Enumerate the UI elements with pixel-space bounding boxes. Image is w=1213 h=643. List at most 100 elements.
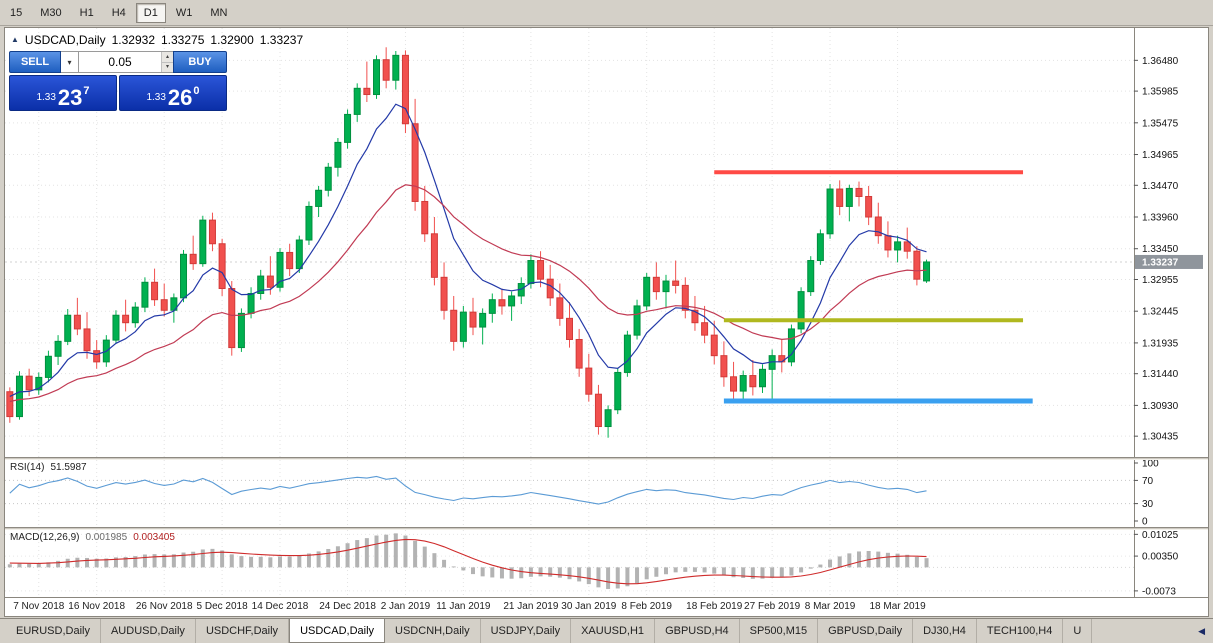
chart-header: ▲ USDCAD,Daily 1.32932 1.33275 1.32900 1… <box>11 33 303 47</box>
grid-layer <box>5 28 1134 457</box>
date-axis-label: 16 Nov 2018 <box>68 601 126 612</box>
svg-text:30: 30 <box>1142 499 1154 510</box>
macd-chart-canvas[interactable]: 0.01025 0.00350 -0.0073 <box>5 530 1208 597</box>
date-axis-label: 2 Jan 2019 <box>380 601 431 612</box>
symbol-tab-TECH100,H4[interactable]: TECH100,H4 <box>977 619 1064 643</box>
candles-layer <box>6 47 931 438</box>
ohlc-low: 1.32900 <box>210 33 254 47</box>
ohlc-high: 1.33275 <box>161 33 205 47</box>
volume-up-icon[interactable]: ▴ <box>162 52 173 63</box>
rsi-axis-layer[interactable]: 100 70 30 0 <box>1134 460 1159 527</box>
macd-pane[interactable]: MACD(12,26,9) 0.001985 0.003405 0.01025 0… <box>5 530 1208 597</box>
macd-label: MACD(12,26,9) 0.001985 0.003405 <box>10 532 175 543</box>
date-axis-label: 30 Jan 2019 <box>561 601 617 612</box>
volume-spinner: ▴ ▾ <box>161 52 173 72</box>
date-axis-label: 18 Mar 2019 <box>869 601 926 612</box>
moving-averages-layer <box>9 103 927 403</box>
date-axis-label: 27 Feb 2019 <box>744 601 801 612</box>
date-axis-label: 14 Dec 2018 <box>251 601 309 612</box>
symbol-tab-USDCHF,Daily[interactable]: USDCHF,Daily <box>196 619 290 643</box>
order-type-dropdown[interactable]: ▾ <box>61 51 79 73</box>
svg-text:-0.0073: -0.0073 <box>1142 586 1176 597</box>
svg-text:1.31935: 1.31935 <box>1142 338 1179 349</box>
macd-signal-value: 0.003405 <box>133 532 175 543</box>
svg-text:1.30435: 1.30435 <box>1142 432 1179 443</box>
rsi-value: 51.5987 <box>50 462 87 473</box>
timeframe-button-M30[interactable]: M30 <box>40 6 62 19</box>
symbol-tab-U[interactable]: U <box>1063 619 1093 643</box>
svg-text:1.35985: 1.35985 <box>1142 87 1179 98</box>
buy-button[interactable]: BUY <box>173 51 227 73</box>
svg-text:1.33237: 1.33237 <box>1142 257 1179 268</box>
rsi-grid-layer <box>5 460 1134 527</box>
timeframe-toolbar: 15 M30 H1 H4 D1 W1 MN <box>0 0 1213 26</box>
timeframe-button-15[interactable]: 15 <box>10 6 23 19</box>
date-axis-label: 8 Mar 2019 <box>804 601 856 612</box>
svg-text:1.34470: 1.34470 <box>1142 181 1179 192</box>
one-click-toggle-icon[interactable]: ▲ <box>11 35 19 44</box>
symbol-tabbar: EURUSD,Daily AUDUSD,Daily USDCHF,Daily USDC… <box>0 618 1213 643</box>
symbol-tab-AUDUSD,Daily[interactable]: AUDUSD,Daily <box>101 619 196 643</box>
svg-text:0.01025: 0.01025 <box>1142 530 1179 541</box>
chart-window[interactable]: ▲ USDCAD,Daily 1.32932 1.33275 1.32900 1… <box>4 27 1209 617</box>
svg-text:1.32955: 1.32955 <box>1142 275 1179 286</box>
price-chart-canvas[interactable]: 1.36480 1.35985 1.35475 1.34965 1.34470 1.339… <box>5 28 1208 457</box>
timeframe-button-H1[interactable]: H1 <box>79 6 94 19</box>
volume-box: ▴ ▾ <box>79 51 173 73</box>
macd-signal-layer <box>9 538 927 585</box>
chart-symbol-label: USDCAD,Daily <box>24 33 106 47</box>
svg-text:0.00350: 0.00350 <box>1142 552 1179 563</box>
symbol-tab-XAUUSD,H1[interactable]: XAUUSD,H1 <box>571 619 656 643</box>
sell-price-point: 7 <box>83 85 90 97</box>
date-axis-label: 21 Jan 2019 <box>503 601 559 612</box>
macd-main-value: 0.001985 <box>85 532 128 543</box>
timeframe-button-MN[interactable]: MN <box>210 6 228 19</box>
trend-lines-layer[interactable] <box>714 170 1033 404</box>
symbol-tab-USDCNH,Daily[interactable]: USDCNH,Daily <box>385 619 481 643</box>
svg-text:1.32445: 1.32445 <box>1142 307 1179 318</box>
pane-splitter[interactable] <box>5 527 1208 530</box>
rsi-chart-canvas[interactable]: 100 70 30 0 <box>5 460 1208 527</box>
main-price-pane[interactable]: ▲ USDCAD,Daily 1.32932 1.33275 1.32900 1… <box>5 28 1208 457</box>
one-click-trade-panel: SELL ▾ ▴ ▾ BUY 1.33 23 7 1.3 <box>9 51 227 111</box>
rsi-label: RSI(14) 51.5987 <box>10 462 87 473</box>
tabs-scroll-left-icon[interactable]: ◀ <box>1198 625 1205 636</box>
timeframe-button-D1[interactable]: D1 <box>135 2 166 23</box>
fast-ma <box>9 103 927 397</box>
symbol-tab-GBPUSD,H4[interactable]: GBPUSD,H4 <box>655 619 740 643</box>
timeframe-button-W1[interactable]: W1 <box>175 6 193 19</box>
symbol-tab-DJ30,H4[interactable]: DJ30,H4 <box>913 619 977 643</box>
ohlc-close: 1.33237 <box>259 33 304 47</box>
volume-input[interactable] <box>79 52 161 72</box>
volume-down-icon[interactable]: ▾ <box>162 62 173 72</box>
ohlc-open: 1.32932 <box>111 33 155 47</box>
pane-splitter[interactable] <box>5 457 1208 460</box>
date-axis-label: 5 Dec 2018 <box>196 601 248 612</box>
symbol-tab-USDJPY,Daily[interactable]: USDJPY,Daily <box>481 619 572 643</box>
symbol-tab-EURUSD,Daily[interactable]: EURUSD,Daily <box>6 619 101 643</box>
date-axis-label: 24 Dec 2018 <box>319 601 376 612</box>
slow-ma <box>9 184 927 403</box>
symbol-tab-GBPUSD,Daily[interactable]: GBPUSD,Daily <box>818 619 914 643</box>
buy-price-point: 0 <box>193 85 200 97</box>
sell-button[interactable]: SELL <box>9 51 61 73</box>
svg-text:1.34965: 1.34965 <box>1142 150 1179 161</box>
svg-text:70: 70 <box>1142 476 1154 487</box>
date-axis[interactable]: 7 Nov 2018 16 Nov 2018 26 Nov 2018 5 Dec 20… <box>5 597 1208 616</box>
svg-text:100: 100 <box>1142 460 1159 470</box>
buy-price-display[interactable]: 1.33 26 0 <box>119 75 227 111</box>
sell-price-pips: 23 <box>57 85 83 110</box>
symbol-tab-USDCAD,Daily[interactable]: USDCAD,Daily <box>289 619 386 643</box>
svg-text:1.33450: 1.33450 <box>1142 244 1179 255</box>
date-axis-label: 26 Nov 2018 <box>135 601 193 612</box>
price-axis-layer[interactable]: 1.36480 1.35985 1.35475 1.34965 1.34470 1.339… <box>1134 28 1203 457</box>
rsi-pane[interactable]: RSI(14) 51.5987 100 70 30 0 <box>5 460 1208 527</box>
macd-name: MACD(12,26,9) <box>10 532 80 543</box>
macd-axis-layer[interactable]: 0.01025 0.00350 -0.0073 <box>1134 530 1179 597</box>
timeframe-button-H4[interactable]: H4 <box>111 6 126 19</box>
svg-text:1.35475: 1.35475 <box>1142 118 1179 129</box>
symbol-tab-SP500,M15[interactable]: SP500,M15 <box>740 619 819 643</box>
svg-text:0: 0 <box>1142 517 1148 528</box>
sell-price-display[interactable]: 1.33 23 7 <box>9 75 117 111</box>
buy-price-pips: 26 <box>167 85 193 110</box>
